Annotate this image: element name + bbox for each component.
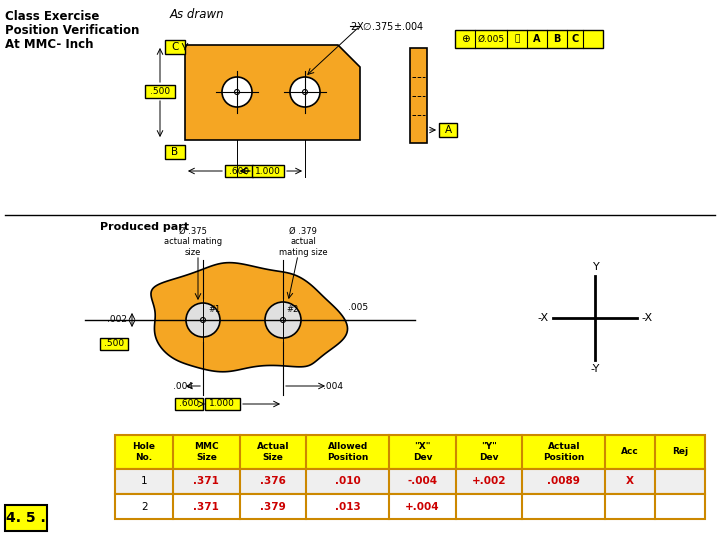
Text: +.002: +.002 (472, 476, 506, 487)
Bar (175, 398, 203, 410)
Polygon shape (185, 45, 360, 140)
Text: .005: .005 (348, 303, 368, 313)
Text: Class Exercise: Class Exercise (5, 10, 99, 23)
Bar (410, 48, 427, 143)
Bar (115, 494, 705, 519)
Polygon shape (151, 262, 348, 372)
Text: .004: .004 (173, 382, 193, 391)
Text: #1: #1 (208, 305, 220, 314)
Circle shape (186, 303, 220, 337)
Text: "Y"
Dev: "Y" Dev (480, 442, 499, 462)
Bar (455, 30, 603, 48)
Bar (205, 398, 240, 410)
Bar (165, 40, 185, 54)
Bar (145, 85, 175, 98)
Text: #2: #2 (286, 305, 298, 314)
Text: 1.000: 1.000 (255, 166, 281, 176)
Text: .371: .371 (194, 502, 220, 511)
Circle shape (265, 302, 301, 338)
Text: Ø .379
actual
mating size: Ø .379 actual mating size (279, 227, 328, 257)
Text: Ⓜ: Ⓜ (514, 35, 520, 44)
Text: Actual
Size: Actual Size (256, 442, 289, 462)
Bar (115, 469, 705, 494)
Text: MMC
Size: MMC Size (194, 442, 219, 462)
Text: Hole
No.: Hole No. (132, 442, 156, 462)
Text: 2: 2 (141, 502, 148, 511)
Text: .002: .002 (107, 315, 127, 325)
Text: .010: .010 (335, 476, 361, 487)
Text: .013: .013 (335, 502, 361, 511)
Text: .500: .500 (150, 87, 170, 96)
Circle shape (222, 77, 252, 107)
Text: C: C (171, 42, 179, 52)
Text: Rej: Rej (672, 448, 688, 456)
Text: B: B (171, 147, 179, 157)
Text: 2X$\emptyset$.375±.004: 2X$\emptyset$.375±.004 (350, 20, 424, 32)
Text: 1: 1 (141, 476, 148, 487)
Text: C: C (572, 34, 579, 44)
Text: .371: .371 (194, 476, 220, 487)
Text: Produced part: Produced part (100, 222, 189, 232)
Text: .600: .600 (229, 166, 249, 176)
Bar (5, 505, 47, 531)
Text: Position Verification: Position Verification (5, 24, 140, 37)
Text: .600: .600 (179, 400, 199, 408)
Text: A: A (534, 34, 541, 44)
Text: .379: .379 (260, 502, 286, 511)
Circle shape (290, 77, 320, 107)
Bar (100, 338, 128, 350)
Text: A: A (444, 125, 451, 135)
Text: X: X (626, 476, 634, 487)
Text: ⊕: ⊕ (461, 34, 469, 44)
Bar (225, 165, 253, 177)
Text: B: B (553, 34, 561, 44)
Text: Acc: Acc (621, 448, 639, 456)
Bar (165, 145, 185, 159)
Text: Allowed
Position: Allowed Position (327, 442, 369, 462)
Text: 4. 5 .: 4. 5 . (6, 511, 46, 525)
Text: "X"
Dev: "X" Dev (413, 442, 432, 462)
Text: -Y: -Y (590, 364, 600, 374)
Text: As drawn: As drawn (170, 8, 225, 21)
Text: .0089: .0089 (547, 476, 580, 487)
Text: -.004: -.004 (408, 476, 438, 487)
Bar (252, 165, 284, 177)
Text: Y: Y (593, 262, 600, 272)
Text: -X: -X (538, 313, 549, 323)
Text: 1.000: 1.000 (209, 400, 235, 408)
Text: Ø .375
actual mating
size: Ø .375 actual mating size (164, 227, 222, 257)
Bar (115, 435, 705, 469)
Bar (439, 123, 457, 137)
Text: +.004: +.004 (405, 502, 440, 511)
Text: .500: .500 (104, 340, 124, 348)
Text: -X: -X (641, 313, 652, 323)
Text: .376: .376 (260, 476, 286, 487)
Text: At MMC- Inch: At MMC- Inch (5, 38, 94, 51)
Text: Ø.005: Ø.005 (477, 35, 505, 44)
Text: .004: .004 (323, 382, 343, 391)
Text: Actual
Position: Actual Position (543, 442, 585, 462)
